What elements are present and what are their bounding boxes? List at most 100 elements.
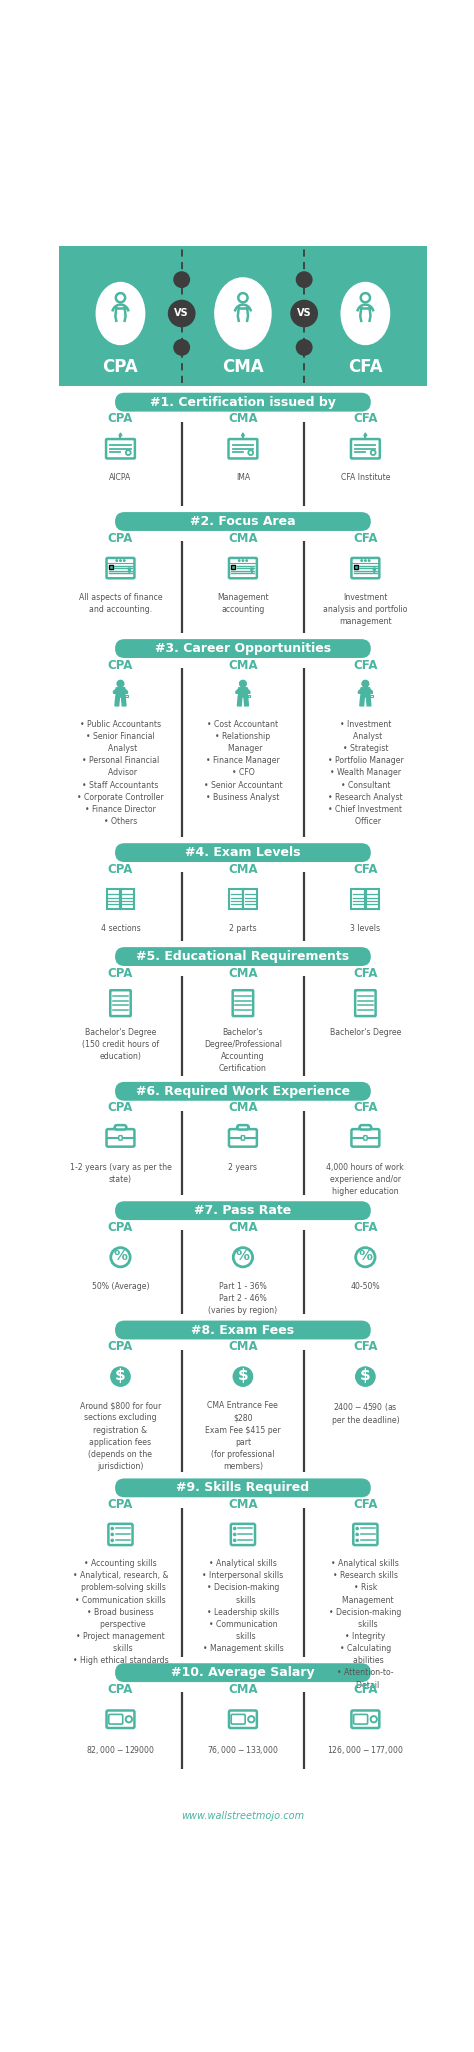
- Text: #4. Exam Levels: #4. Exam Levels: [185, 845, 301, 860]
- Ellipse shape: [217, 279, 269, 347]
- Circle shape: [126, 1715, 132, 1722]
- Polygon shape: [236, 689, 239, 694]
- Text: Around $800 for four
sections excluding
registration &
application fees
(depends: Around $800 for four sections excluding …: [80, 1402, 161, 1471]
- Polygon shape: [237, 698, 242, 706]
- Text: IMA: IMA: [236, 474, 250, 482]
- Text: CPA: CPA: [108, 659, 133, 671]
- Text: CMA: CMA: [228, 412, 258, 425]
- FancyBboxPatch shape: [115, 1664, 371, 1683]
- Text: Investment
analysis and portfolio
management: Investment analysis and portfolio manage…: [323, 593, 408, 626]
- Ellipse shape: [98, 285, 143, 343]
- Polygon shape: [125, 689, 128, 694]
- Text: CFA: CFA: [353, 966, 378, 979]
- Text: Management
accounting: Management accounting: [217, 593, 269, 614]
- Text: • Investment
  Analyst
• Strategist
• Portfolio Manager
• Wealth Manager
• Consu: • Investment Analyst • Strategist • Port…: [328, 720, 403, 827]
- Text: CPA: CPA: [108, 862, 133, 876]
- Circle shape: [117, 681, 124, 687]
- FancyBboxPatch shape: [109, 564, 113, 568]
- Text: CFA: CFA: [353, 1102, 378, 1114]
- Circle shape: [111, 1539, 113, 1541]
- Text: CPA: CPA: [102, 359, 138, 376]
- FancyBboxPatch shape: [228, 439, 257, 458]
- Polygon shape: [121, 698, 126, 706]
- Text: CMA: CMA: [228, 1498, 258, 1510]
- Polygon shape: [128, 568, 131, 573]
- Circle shape: [174, 273, 190, 287]
- Text: CMA Entrance Fee
$280
Exam Fee $415 per
part
(for professional
members): CMA Entrance Fee $280 Exam Fee $415 per …: [205, 1402, 281, 1471]
- FancyBboxPatch shape: [107, 558, 135, 579]
- Text: Bachelor's Degree
(150 credit hours of
education): Bachelor's Degree (150 credit hours of e…: [82, 1028, 159, 1061]
- FancyBboxPatch shape: [107, 1129, 135, 1147]
- Text: $2400-$4590 (as
per the deadline): $2400-$4590 (as per the deadline): [331, 1402, 399, 1426]
- Text: CPA: CPA: [108, 1683, 133, 1695]
- FancyBboxPatch shape: [119, 1135, 122, 1141]
- Circle shape: [174, 341, 190, 355]
- Text: #1. Certification issued by: #1. Certification issued by: [150, 396, 336, 408]
- FancyBboxPatch shape: [359, 1124, 371, 1129]
- Circle shape: [296, 273, 312, 287]
- Text: %: %: [358, 1250, 373, 1264]
- Text: CFA: CFA: [353, 1340, 378, 1352]
- Text: CFA Institute: CFA Institute: [341, 474, 390, 482]
- Text: CPA: CPA: [108, 1498, 133, 1510]
- Text: CPA: CPA: [108, 531, 133, 544]
- Circle shape: [362, 681, 369, 687]
- FancyBboxPatch shape: [115, 1321, 371, 1340]
- Polygon shape: [116, 687, 125, 698]
- Text: • Public Accountants
• Senior Financial
  Analyst
• Personal Financial
  Advisor: • Public Accountants • Senior Financial …: [77, 720, 164, 827]
- Text: • Analytical skills
• Research skills
• Risk
  Management
• Decision-making
  sk: • Analytical skills • Research skills • …: [329, 1560, 401, 1689]
- Text: CMA: CMA: [228, 1102, 258, 1114]
- Text: CMA: CMA: [228, 862, 258, 876]
- FancyBboxPatch shape: [351, 889, 365, 909]
- Polygon shape: [364, 433, 367, 435]
- FancyBboxPatch shape: [241, 1135, 245, 1141]
- FancyBboxPatch shape: [351, 439, 380, 458]
- FancyBboxPatch shape: [354, 1713, 368, 1724]
- Text: CPA: CPA: [108, 1102, 133, 1114]
- FancyBboxPatch shape: [107, 1711, 135, 1728]
- Text: $126,000-$177,000: $126,000-$177,000: [327, 1744, 403, 1757]
- Text: 4,000 hours of work
experience and/or
higher education: 4,000 hours of work experience and/or hi…: [327, 1163, 404, 1196]
- Text: Bachelor's
Degree/Professional
Accounting
Certification: Bachelor's Degree/Professional Accountin…: [204, 1028, 282, 1073]
- FancyBboxPatch shape: [243, 889, 257, 909]
- Polygon shape: [366, 698, 371, 706]
- Text: CFA: CFA: [348, 359, 383, 376]
- Circle shape: [234, 1539, 236, 1541]
- Text: • Cost Accountant
• Relationship
  Manager
• Finance Manager
• CFO
• Senior Acco: • Cost Accountant • Relationship Manager…: [204, 720, 282, 802]
- FancyBboxPatch shape: [237, 1124, 249, 1129]
- Text: CPA: CPA: [108, 412, 133, 425]
- FancyBboxPatch shape: [115, 392, 371, 412]
- FancyBboxPatch shape: [229, 889, 243, 909]
- FancyBboxPatch shape: [115, 843, 371, 862]
- Text: CPA: CPA: [108, 1340, 133, 1352]
- FancyBboxPatch shape: [231, 1713, 245, 1724]
- Text: 40-50%: 40-50%: [351, 1282, 380, 1291]
- FancyBboxPatch shape: [59, 246, 427, 386]
- Circle shape: [356, 1533, 358, 1535]
- Text: #7. Pass Rate: #7. Pass Rate: [194, 1205, 292, 1217]
- Text: CMA: CMA: [228, 1683, 258, 1695]
- FancyBboxPatch shape: [351, 558, 379, 579]
- Polygon shape: [241, 433, 245, 435]
- Circle shape: [356, 1527, 358, 1529]
- Text: #2. Focus Area: #2. Focus Area: [190, 515, 296, 527]
- Text: VS: VS: [297, 308, 311, 318]
- Polygon shape: [113, 689, 117, 694]
- Text: CMA: CMA: [228, 1221, 258, 1233]
- Circle shape: [356, 1367, 375, 1387]
- FancyBboxPatch shape: [107, 889, 120, 909]
- Text: %: %: [113, 1250, 128, 1264]
- FancyBboxPatch shape: [115, 1081, 371, 1100]
- Circle shape: [111, 1248, 130, 1266]
- Circle shape: [126, 449, 131, 456]
- Circle shape: [356, 1539, 358, 1541]
- Polygon shape: [251, 568, 253, 573]
- Text: 2 years: 2 years: [228, 1163, 257, 1172]
- Text: #10. Average Salary: #10. Average Salary: [171, 1666, 315, 1679]
- FancyBboxPatch shape: [351, 1711, 379, 1728]
- FancyBboxPatch shape: [109, 1713, 123, 1724]
- Polygon shape: [115, 698, 119, 706]
- FancyBboxPatch shape: [353, 1525, 377, 1545]
- FancyBboxPatch shape: [109, 1525, 133, 1545]
- Text: %: %: [236, 1250, 250, 1264]
